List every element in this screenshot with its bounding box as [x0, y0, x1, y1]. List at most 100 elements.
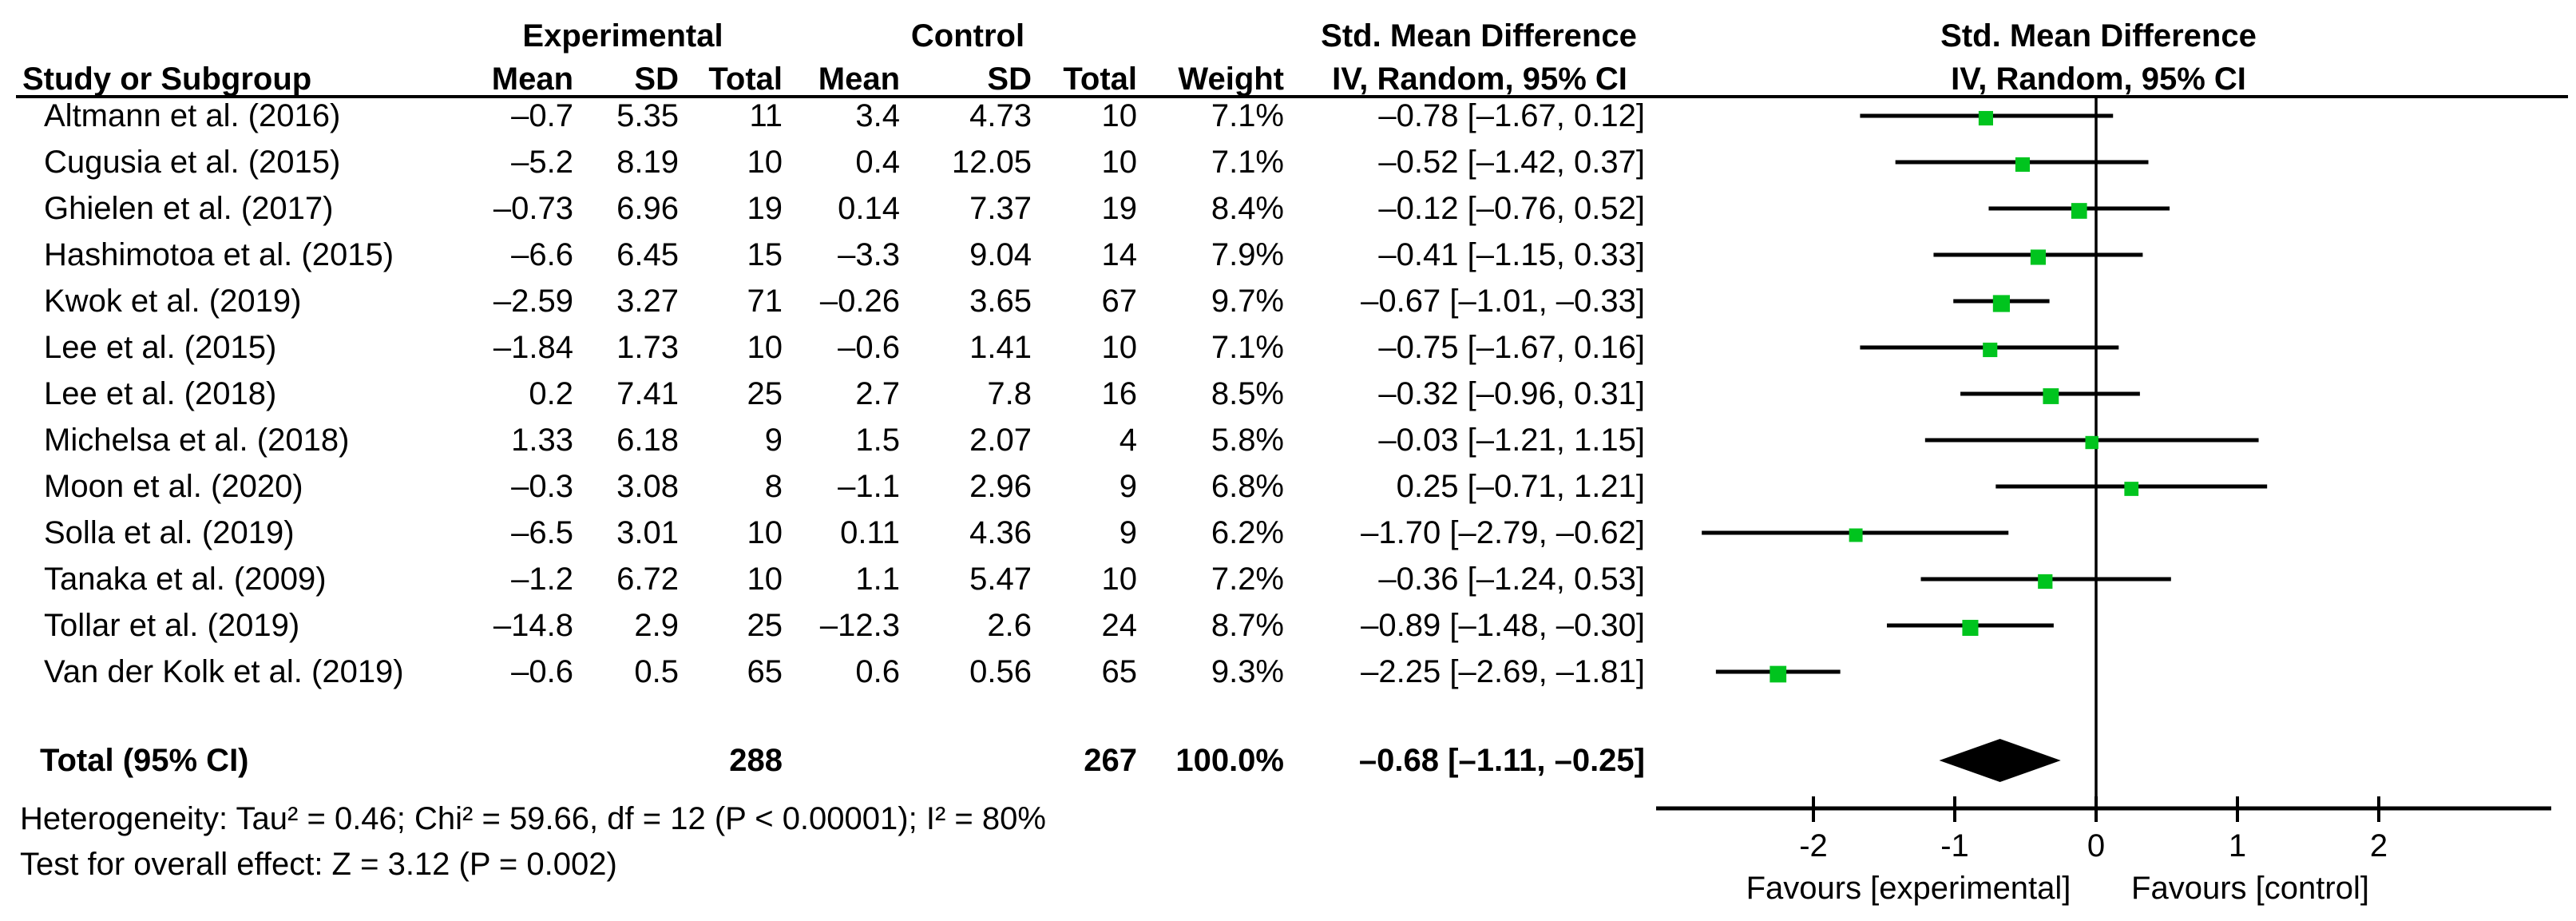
col-header-exp-mean: Mean: [491, 62, 573, 97]
exp-mean-value: –1.84: [493, 330, 573, 365]
total-ctrl-total: 267: [1084, 743, 1137, 778]
study-label: Moon et al. (2020): [44, 469, 303, 504]
ci-text-value: –2.25 [–2.69, –1.81]: [1361, 654, 1645, 689]
exp-mean-value: –0.73: [493, 191, 573, 226]
ci-text-value: –0.75 [–1.67, 0.16]: [1378, 330, 1645, 365]
group-header-experimental: Experimental: [522, 18, 723, 54]
study-label: Cugusia et al. (2015): [44, 145, 341, 180]
effect-square: [2071, 203, 2087, 219]
weight-value: 8.4%: [1211, 191, 1284, 226]
ctrl-mean-value: –0.26: [819, 284, 900, 319]
overall-effect-text: Test for overall effect: Z = 3.12 (P = 0…: [20, 847, 617, 882]
ctrl-mean-value: –1.1: [838, 469, 900, 504]
col-header-ctrl-mean: Mean: [818, 62, 900, 97]
col-header-exp-total: Total: [708, 62, 783, 97]
exp-sd-value: 5.35: [616, 98, 679, 133]
exp-total-value: 10: [747, 515, 783, 550]
table-row: Hashimotoa et al. (2015) –6.6 6.45 15 –3.3 9.…: [0, 236, 2576, 274]
ctrl-total-value: 14: [1101, 237, 1138, 272]
ci-text-value: –1.70 [–2.79, –0.62]: [1361, 515, 1645, 550]
ctrl-sd-value: 2.96: [969, 469, 1032, 504]
exp-total-value: 19: [747, 191, 783, 226]
effect-square: [2043, 388, 2059, 404]
tick-label: 0: [2087, 828, 2105, 863]
exp-sd-value: 3.27: [616, 284, 679, 319]
effect-square: [1983, 342, 1998, 358]
exp-mean-value: –0.7: [511, 98, 573, 133]
ctrl-sd-value: 7.37: [969, 191, 1032, 226]
favours-experimental-label: Favours [experimental]: [1746, 871, 2071, 906]
study-label: Hashimotoa et al. (2015): [44, 237, 394, 272]
table-row: Tanaka et al. (2009) –1.2 6.72 10 1.1 5.47 10 7…: [0, 560, 2576, 598]
exp-total-value: 65: [747, 654, 783, 689]
weight-value: 7.2%: [1211, 562, 1284, 597]
table-row: Michelsa et al. (2018) 1.33 6.18 9 1.5 2.07 4 5…: [0, 421, 2576, 459]
table-row: Lee et al. (2015) –1.84 1.73 10 –0.6 1.41 10 7.…: [0, 328, 2576, 367]
table-row: Ghielen et al. (2017) –0.73 6.96 19 0.14 7.37…: [0, 189, 2576, 228]
ctrl-total-value: 16: [1101, 376, 1138, 411]
effect-square: [1770, 665, 1787, 683]
col-header-ctrl-sd: SD: [987, 62, 1032, 97]
exp-total-value: 25: [747, 608, 783, 643]
col-header-weight: Weight: [1178, 62, 1284, 97]
ctrl-sd-value: 7.8: [987, 376, 1032, 411]
exp-sd-value: 7.41: [616, 376, 679, 411]
tick-label: 1: [2229, 828, 2246, 863]
ctrl-sd-value: 5.47: [969, 562, 1032, 597]
study-label: Michelsa et al. (2018): [44, 423, 350, 458]
ctrl-sd-value: 9.04: [969, 237, 1032, 272]
ci-text-value: –0.89 [–1.48, –0.30]: [1361, 608, 1645, 643]
ctrl-sd-value: 4.73: [969, 98, 1032, 133]
ctrl-mean-value: 2.7: [855, 376, 900, 411]
exp-total-value: 8: [764, 469, 783, 504]
group-header-smd-right: Std. Mean Difference: [1940, 18, 2257, 54]
table-row: Solla et al. (2019) –6.5 3.01 10 0.11 4.36 9 6.…: [0, 514, 2576, 552]
exp-mean-value: –14.8: [493, 608, 573, 643]
ctrl-total-value: 10: [1101, 98, 1138, 133]
exp-total-value: 71: [747, 284, 783, 319]
exp-total-value: 10: [747, 562, 783, 597]
col-header-study: Study or Subgroup: [22, 62, 312, 97]
exp-mean-value: –0.6: [511, 654, 573, 689]
study-label: Tollar et al. (2019): [44, 608, 300, 643]
ci-text-value: –0.03 [–1.21, 1.15]: [1378, 423, 1645, 458]
exp-mean-value: –2.59: [493, 284, 573, 319]
exp-sd-value: 6.45: [616, 237, 679, 272]
ci-text-value: –0.67 [–1.01, –0.33]: [1361, 284, 1645, 319]
heterogeneity-text: Heterogeneity: Tau² = 0.46; Chi² = 59.66…: [20, 801, 1046, 836]
col-header-exp-sd: SD: [634, 62, 679, 97]
exp-total-value: 9: [764, 423, 783, 458]
effect-square: [2085, 435, 2098, 450]
ctrl-mean-value: 0.11: [840, 515, 900, 550]
ctrl-total-value: 9: [1119, 469, 1137, 504]
ctrl-mean-value: 0.14: [838, 191, 900, 226]
exp-mean-value: –0.3: [511, 469, 573, 504]
exp-total-value: 11: [749, 98, 783, 133]
table-row: Altmann et al. (2016) –0.7 5.35 11 3.4 4.73 10…: [0, 97, 2576, 135]
ctrl-total-value: 4: [1119, 423, 1137, 458]
exp-total-value: 10: [747, 330, 783, 365]
ctrl-total-value: 9: [1119, 515, 1137, 550]
exp-mean-value: –5.2: [511, 145, 573, 180]
exp-sd-value: 6.18: [616, 423, 679, 458]
ctrl-sd-value: 2.07: [969, 423, 1032, 458]
ctrl-sd-value: 0.56: [969, 654, 1032, 689]
exp-mean-value: 0.2: [529, 376, 573, 411]
ctrl-total-value: 65: [1101, 654, 1138, 689]
study-label: Van der Kolk et al. (2019): [44, 654, 404, 689]
total-label: Total (95% CI): [40, 743, 249, 778]
total-ci-text: –0.68 [–1.11, –0.25]: [1358, 743, 1645, 778]
study-label: Lee et al. (2015): [44, 330, 277, 365]
group-header-control: Control: [910, 18, 1025, 54]
study-label: Altmann et al. (2016): [44, 98, 341, 133]
tick-label: -2: [1799, 828, 1828, 863]
effect-square: [1849, 528, 1863, 542]
weight-value: 6.8%: [1211, 469, 1284, 504]
favours-control-label: Favours [control]: [2131, 871, 2369, 906]
ctrl-mean-value: 3.4: [855, 98, 900, 133]
effect-square: [2124, 482, 2139, 496]
exp-mean-value: 1.33: [511, 423, 573, 458]
ctrl-sd-value: 3.65: [969, 284, 1032, 319]
